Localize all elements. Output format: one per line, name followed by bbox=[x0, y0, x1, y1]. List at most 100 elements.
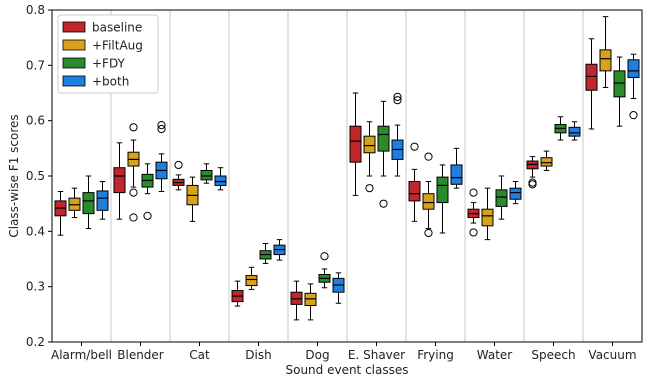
box-both-4 bbox=[332, 272, 345, 304]
outlier-point bbox=[410, 142, 419, 151]
box-filtaug-6 bbox=[422, 152, 435, 238]
box-filtaug-4 bbox=[304, 283, 317, 321]
box-fdy-7 bbox=[495, 175, 508, 220]
box-both-3 bbox=[273, 239, 286, 261]
x-tick-label: E. Shaver bbox=[348, 348, 405, 362]
y-tick-label: 0.2 bbox=[26, 335, 45, 349]
outlier-point bbox=[143, 211, 152, 220]
legend-label: +both bbox=[92, 75, 129, 89]
box-body bbox=[540, 157, 553, 167]
box-body bbox=[509, 187, 522, 200]
box-filtaug-9 bbox=[599, 16, 612, 88]
box-body bbox=[408, 181, 421, 202]
outlier-point bbox=[629, 111, 638, 120]
box-fdy-3 bbox=[259, 243, 272, 264]
box-fdy-5 bbox=[377, 100, 390, 208]
box-body bbox=[96, 190, 109, 211]
box-baseline-4 bbox=[290, 280, 303, 321]
box-body bbox=[214, 175, 227, 186]
box-body bbox=[436, 176, 449, 204]
outlier-point bbox=[469, 188, 478, 197]
box-both-9 bbox=[627, 53, 640, 120]
box-body bbox=[113, 167, 126, 194]
box-body bbox=[568, 126, 581, 137]
outlier-point bbox=[469, 228, 478, 237]
box-fdy-6 bbox=[436, 164, 449, 234]
box-body bbox=[349, 125, 362, 163]
box-body bbox=[245, 275, 258, 287]
y-tick-label: 0.8 bbox=[26, 3, 45, 17]
outlier-point bbox=[157, 120, 166, 130]
y-axis: 0.2 0.3 0.4 0.5 0.6 0.7 0.8 bbox=[26, 3, 52, 349]
legend-label: +FDY bbox=[92, 57, 126, 71]
outlier-point bbox=[379, 199, 388, 208]
x-tick-label: Speech bbox=[531, 348, 575, 362]
box-filtaug-8 bbox=[540, 150, 553, 171]
box-both-2 bbox=[214, 167, 227, 191]
box-body bbox=[495, 189, 508, 207]
y-tick-label: 0.6 bbox=[26, 114, 45, 128]
box-filtaug-7 bbox=[481, 187, 494, 241]
outlier-point bbox=[129, 123, 138, 132]
x-tick-label: Water bbox=[477, 348, 513, 362]
class-separators bbox=[110, 10, 584, 342]
outlier-point bbox=[424, 228, 433, 238]
box-both-0 bbox=[96, 181, 109, 220]
box-body bbox=[422, 193, 435, 210]
box-baseline-7 bbox=[467, 188, 480, 237]
x-tick-label: Dog bbox=[305, 348, 329, 362]
box-fdy-2 bbox=[200, 163, 213, 184]
x-axis-title: Sound event classes bbox=[285, 363, 408, 377]
box-fdy-0 bbox=[82, 175, 95, 230]
y-tick-label: 0.5 bbox=[26, 169, 45, 183]
x-tick-label: Alarm/bell bbox=[51, 348, 112, 362]
box-baseline-0 bbox=[54, 190, 67, 236]
box-fdy-8 bbox=[554, 116, 567, 141]
x-tick-label: Blender bbox=[117, 348, 164, 362]
box-body bbox=[200, 169, 213, 181]
box-filtaug-2 bbox=[186, 176, 199, 222]
x-tick-label: Cat bbox=[189, 348, 210, 362]
box-filtaug-0 bbox=[68, 187, 81, 218]
outlier-point bbox=[393, 96, 402, 105]
legend-swatch bbox=[62, 39, 86, 51]
box-fdy-4 bbox=[318, 252, 331, 289]
x-tick-label: Dish bbox=[245, 348, 271, 362]
box-baseline-2 bbox=[172, 160, 185, 191]
box-fdy-9 bbox=[613, 56, 626, 127]
x-tick-label: Frying bbox=[417, 348, 454, 362]
box-body bbox=[363, 135, 376, 154]
box-both-7 bbox=[509, 181, 522, 205]
box-both-8 bbox=[568, 121, 581, 141]
x-axis: Alarm/bell Blender Cat Dish Dog E. Shaver Fryi… bbox=[51, 342, 637, 362]
box-both-1 bbox=[155, 120, 168, 192]
y-tick-label: 0.3 bbox=[26, 280, 45, 294]
box-filtaug-1 bbox=[127, 123, 140, 222]
outlier-point bbox=[320, 252, 329, 261]
y-tick-label: 0.4 bbox=[26, 224, 45, 238]
legend-swatch bbox=[62, 57, 86, 69]
outlier-point bbox=[424, 152, 433, 161]
box-baseline-5 bbox=[349, 92, 362, 196]
box-body bbox=[377, 125, 390, 152]
box-baseline-3 bbox=[231, 280, 244, 307]
box-baseline-8 bbox=[526, 156, 539, 189]
box-body bbox=[481, 208, 494, 227]
y-axis-title: Class-wise F1 scores bbox=[7, 114, 21, 237]
outlier-point bbox=[157, 124, 166, 134]
outlier-point bbox=[365, 184, 374, 193]
box-body bbox=[613, 70, 626, 98]
x-tick-label: Vacuum bbox=[588, 348, 636, 362]
box-both-6 bbox=[450, 147, 463, 189]
y-tick-label: 0.7 bbox=[26, 58, 45, 72]
box-both-5 bbox=[391, 92, 404, 177]
legend-swatch bbox=[62, 21, 86, 33]
outlier-point bbox=[528, 178, 537, 187]
box-body bbox=[82, 192, 95, 215]
outlier-point bbox=[129, 213, 138, 222]
outlier-point bbox=[528, 180, 537, 189]
box-baseline-1 bbox=[113, 142, 126, 220]
box-plots bbox=[54, 16, 640, 321]
legend-frame bbox=[57, 14, 159, 94]
